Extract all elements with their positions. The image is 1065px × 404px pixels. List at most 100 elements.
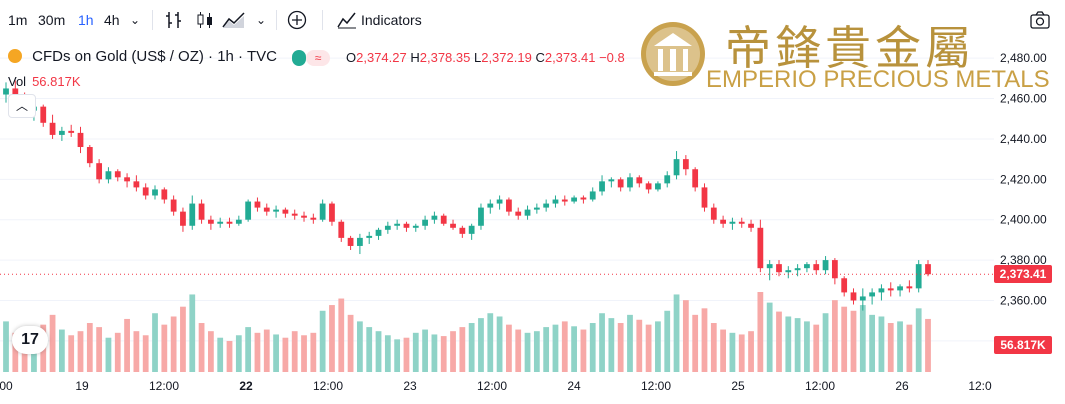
volume-bar bbox=[478, 318, 484, 372]
volume-value: 56.817K bbox=[32, 74, 81, 89]
candle-body bbox=[170, 199, 177, 212]
candle-body bbox=[468, 225, 475, 234]
volume-bar bbox=[813, 324, 820, 372]
volume-bar bbox=[608, 318, 615, 372]
candle-body bbox=[245, 201, 252, 220]
volume-bar bbox=[617, 323, 624, 372]
add-compare-icon[interactable] bbox=[287, 10, 307, 30]
candle-body bbox=[664, 175, 671, 184]
volume-bar bbox=[887, 323, 894, 372]
grid-lines bbox=[0, 57, 994, 342]
area-chart-icon[interactable] bbox=[222, 11, 246, 29]
volume-bar bbox=[319, 310, 326, 372]
price-tick-label: 2,400.00 bbox=[1000, 213, 1047, 227]
symbol-legend[interactable]: CFDs on Gold (US$ / OZ) · 1h · TVC bbox=[8, 48, 277, 68]
candle-body bbox=[49, 122, 56, 135]
price-tick-label: 2,460.00 bbox=[1000, 92, 1047, 106]
volume-bar bbox=[170, 316, 177, 372]
volume-bar bbox=[86, 323, 93, 372]
candle-body bbox=[440, 215, 447, 224]
candle-body bbox=[766, 264, 773, 269]
volume-bars bbox=[3, 292, 931, 372]
time-tick-label: 19 bbox=[75, 379, 89, 393]
candle-body bbox=[273, 209, 279, 212]
interval-1h[interactable]: 1h bbox=[78, 12, 94, 28]
volume-bar bbox=[198, 323, 205, 372]
candle-body bbox=[133, 181, 140, 188]
candle-body bbox=[636, 177, 643, 184]
chevron-down-icon[interactable]: ⌄ bbox=[130, 13, 141, 27]
brand-chinese-name: 帝鋒貴金屬 bbox=[725, 21, 975, 75]
candle-body bbox=[627, 177, 633, 188]
candle-body bbox=[366, 235, 373, 238]
interval-1m[interactable]: 1m bbox=[8, 12, 28, 28]
volume-bar bbox=[897, 321, 903, 372]
indicators-icon[interactable] bbox=[337, 11, 357, 29]
candles-icon[interactable] bbox=[196, 11, 214, 29]
candle-body bbox=[291, 213, 298, 216]
volume-bar bbox=[273, 334, 279, 372]
volume-bar bbox=[859, 305, 866, 372]
volume-bar bbox=[822, 313, 829, 372]
indicators-button[interactable]: Indicators bbox=[361, 12, 422, 28]
candle-body bbox=[319, 203, 326, 220]
volume-bar bbox=[776, 311, 782, 372]
candle-body bbox=[329, 203, 335, 222]
volume-bar bbox=[785, 316, 792, 372]
candle-body bbox=[831, 260, 838, 279]
candle-body bbox=[552, 199, 559, 204]
volume-bar bbox=[459, 327, 466, 372]
candle-body bbox=[571, 197, 577, 202]
candle-body bbox=[189, 203, 196, 226]
price-tick-label: 2,480.00 bbox=[1000, 51, 1047, 65]
price-axis: 2,480.00 2,460.00 2,440.00 2,420.00 2,400.00… bbox=[1000, 51, 1047, 348]
candle-body bbox=[459, 227, 466, 234]
interval-30m[interactable]: 30m bbox=[38, 12, 66, 28]
candle-body bbox=[338, 221, 345, 238]
volume-bar bbox=[254, 332, 261, 372]
volume-bar bbox=[68, 335, 75, 372]
volume-bar bbox=[217, 337, 224, 372]
volume-bar bbox=[804, 321, 810, 372]
price-tick-label: 2,360.00 bbox=[1000, 293, 1047, 307]
candle-body bbox=[655, 183, 661, 190]
tradingview-logo-icon[interactable]: 17 bbox=[12, 326, 48, 354]
candle-body bbox=[813, 264, 820, 271]
candle-body bbox=[217, 221, 224, 224]
volume-bar bbox=[394, 339, 401, 372]
volume-bar bbox=[235, 335, 242, 372]
chevron-down-icon[interactable]: ⌄ bbox=[256, 13, 267, 27]
candle-body bbox=[692, 169, 699, 188]
bar-style-icon[interactable] bbox=[165, 11, 183, 29]
candle-body bbox=[515, 211, 522, 216]
candle-body bbox=[701, 187, 708, 208]
volume-bar bbox=[561, 321, 568, 372]
brand-english-name: EMPERIO PRECIOUS METALS bbox=[706, 66, 1050, 93]
time-tick-label: 24 bbox=[567, 379, 581, 393]
top-toolbar: 1m 30m 1h 4h ⌄ ⌄ Indicators bbox=[0, 0, 1065, 40]
candle-body bbox=[105, 171, 112, 180]
interval-4h[interactable]: 4h bbox=[104, 12, 120, 28]
volume-bar bbox=[105, 337, 112, 372]
volume-bar bbox=[515, 329, 522, 372]
candle-body bbox=[617, 179, 624, 188]
volume-bar bbox=[226, 340, 233, 372]
candle-body bbox=[561, 199, 568, 202]
volume-bar bbox=[263, 329, 270, 372]
volume-bar bbox=[636, 319, 643, 372]
collapse-legend-button[interactable]: ︿ bbox=[8, 94, 36, 118]
candle-body bbox=[785, 270, 792, 273]
volume-bar bbox=[12, 332, 19, 372]
volume-bar bbox=[133, 331, 140, 372]
volume-bar bbox=[543, 327, 550, 372]
camera-icon[interactable] bbox=[1030, 11, 1050, 29]
volume-bar bbox=[841, 306, 848, 372]
volume-bar bbox=[645, 324, 652, 372]
volume-bar bbox=[599, 313, 605, 372]
volume-bar bbox=[310, 332, 317, 372]
candle-body bbox=[487, 203, 494, 208]
volume-bar bbox=[161, 324, 168, 372]
candle-body bbox=[524, 209, 531, 216]
candle-body bbox=[878, 288, 885, 293]
price-chart[interactable]: 2,480.00 2,460.00 2,440.00 2,420.00 2,400.00… bbox=[0, 40, 1065, 404]
